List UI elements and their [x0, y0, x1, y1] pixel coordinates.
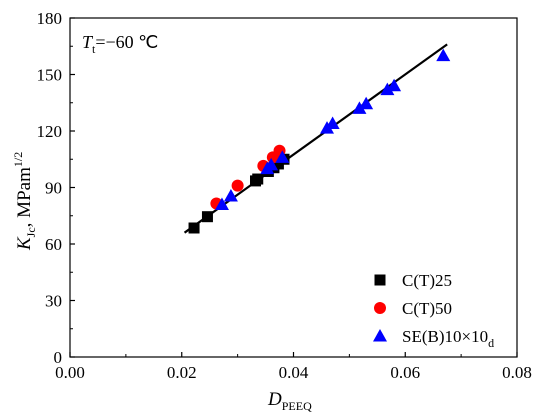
y-tick-label: 90: [45, 179, 62, 198]
x-tick-label: 0.00: [55, 363, 85, 382]
legend-marker-square: [374, 274, 386, 286]
data-point-square: [188, 222, 200, 234]
data-points: [188, 48, 451, 234]
legend-label: SE(B)10×10d: [402, 327, 494, 350]
x-tick-label: 0.08: [502, 363, 532, 382]
legend-label: C(T)25: [402, 271, 452, 290]
data-point-square: [252, 173, 264, 185]
x-tick-label: 0.06: [390, 363, 420, 382]
data-point-circle: [231, 179, 244, 192]
y-tick-label: 180: [37, 9, 63, 28]
legend-marker-triangle: [373, 329, 387, 342]
data-point-triangle: [436, 48, 451, 62]
y-tick-label: 150: [37, 66, 63, 85]
data-point-square: [272, 158, 284, 170]
y-tick-label: 120: [37, 122, 63, 141]
data-point-triangle: [264, 157, 279, 171]
temperature-annotation: Tt=−60 ℃: [82, 32, 158, 56]
data-point-square: [201, 211, 213, 223]
data-point-triangle: [352, 101, 367, 114]
x-tick-label: 0.02: [167, 363, 197, 382]
data-point-triangle: [275, 150, 290, 163]
legend-label: C(T)50: [402, 299, 452, 318]
data-point-triangle: [214, 197, 229, 210]
legend-marker-circle: [374, 302, 386, 314]
y-tick-label: 30: [45, 292, 62, 311]
data-point-triangle: [223, 188, 238, 202]
y-axis-label: KJc, MPam1/2: [11, 152, 38, 251]
x-tick-label: 0.04: [279, 363, 309, 382]
x-axis-label: DPEEQ: [267, 389, 312, 413]
y-axis-ticks: 0 30 60 90 120 150 180: [37, 9, 75, 367]
data-point-triangle: [380, 82, 395, 96]
x-axis-ticks: 0.00 0.02 0.04 0.06 0.08: [55, 352, 532, 382]
data-point-triangle: [359, 96, 374, 110]
data-point-triangle: [325, 116, 340, 129]
y-tick-label: 60: [45, 235, 62, 254]
legend: C(T)25 C(T)50 SE(B)10×10d: [373, 271, 494, 350]
y-tick-label: 0: [54, 348, 63, 367]
data-point-triangle: [387, 78, 402, 92]
